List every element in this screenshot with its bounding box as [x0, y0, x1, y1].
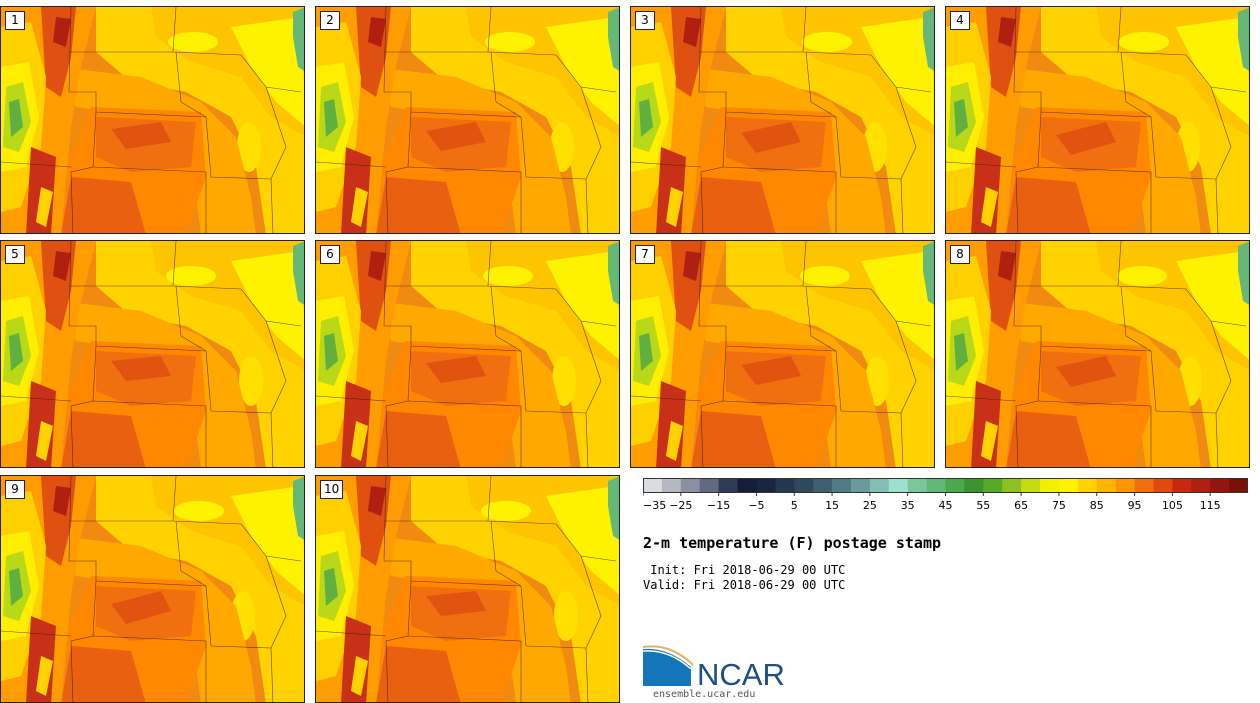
- colorbar-segment: [1077, 478, 1098, 493]
- forecast-panel-4: 4: [945, 6, 1250, 234]
- colorbar-segment: [775, 478, 795, 493]
- colorbar-tick-label: −25: [669, 499, 692, 512]
- colorbar-segment: [850, 478, 871, 493]
- colorbar-tick-label: 5: [791, 499, 798, 512]
- colorbar-tick-label: 45: [939, 499, 953, 512]
- forecast-panel-1: 1: [0, 6, 305, 234]
- colorbar-segment: [718, 478, 739, 493]
- forecast-panel-8: 8: [945, 240, 1250, 468]
- colorbar-segment: [737, 478, 757, 493]
- colorbar-tick-label: 25: [863, 499, 877, 512]
- colorbar-tick-label: 105: [1162, 499, 1183, 512]
- panel-number-label: 8: [950, 245, 970, 264]
- colorbar-segment: [813, 478, 833, 493]
- colorbar-segment: [1040, 478, 1060, 493]
- colorbar-tick-label: 115: [1200, 499, 1221, 512]
- colorbar-segment: [983, 478, 1003, 493]
- colorbar-segment: [756, 478, 776, 493]
- colorbar-tick-label: 15: [825, 499, 839, 512]
- colorbar-tick-label: −35: [643, 499, 666, 512]
- forecast-panel-2: 2: [315, 6, 620, 234]
- colorbar-tick-label: −15: [707, 499, 730, 512]
- colorbar-border: [643, 478, 1248, 493]
- colorbar-segment: [1229, 478, 1248, 493]
- colorbar-segment: [869, 478, 890, 493]
- colorbar-segment: [1210, 478, 1230, 493]
- panel-number-label: 9: [5, 480, 25, 499]
- colorbar-segment: [926, 478, 946, 493]
- panel-number-label: 6: [320, 245, 340, 264]
- temperature-colorbar: −35 −25 −15 −5 5 15 25 35 45 55 65 75 85 95 105 115: [643, 478, 1248, 512]
- colorbar-segment: [1115, 478, 1136, 493]
- colorbar-segment: [680, 478, 701, 493]
- colorbar-segment: [1002, 478, 1022, 493]
- colorbar-segment: [1021, 478, 1041, 493]
- valid-time: Valid: Fri 2018-06-29 00 UTC: [643, 578, 846, 592]
- colorbar-segment: [945, 478, 965, 493]
- colorbar-segment: [1172, 478, 1192, 493]
- forecast-panel-7: 7: [630, 240, 935, 468]
- colorbar-tick-label: 75: [1052, 499, 1066, 512]
- ncar-logo: NCAR: [643, 645, 785, 689]
- colorbar-segment: [661, 478, 682, 493]
- colorbar-segment: [888, 478, 909, 493]
- panel-number-label: 5: [5, 245, 25, 264]
- colorbar-segment: [1134, 478, 1154, 493]
- forecast-panel-5: 5: [0, 240, 305, 468]
- colorbar-tick-label: 85: [1090, 499, 1104, 512]
- colorbar-tick-label: 65: [1014, 499, 1028, 512]
- forecast-panel-6: 6: [315, 240, 620, 468]
- plot-title: 2-m temperature (F) postage stamp: [643, 534, 942, 552]
- panel-number-label: 10: [320, 480, 344, 499]
- colorbar-tick-label: 95: [1128, 499, 1142, 512]
- panel-number-label: 2: [320, 11, 340, 30]
- colorbar-segment: [1153, 478, 1173, 493]
- panel-number-label: 4: [950, 11, 970, 30]
- colorbar-segment: [964, 478, 984, 493]
- panel-number-label: 3: [635, 11, 655, 30]
- colorbar-tick-label: −5: [748, 499, 764, 512]
- forecast-panel-9: 9: [0, 475, 305, 703]
- init-time: Init: Fri 2018-06-29 00 UTC: [643, 563, 846, 577]
- colorbar-segment: [1058, 478, 1079, 493]
- colorbar-segment: [699, 478, 720, 493]
- colorbar-segment: [1191, 478, 1211, 493]
- svg-text:NCAR: NCAR: [697, 657, 785, 689]
- colorbar-segment: [794, 478, 814, 493]
- colorbar-tick-label: 35: [901, 499, 915, 512]
- colorbar-segment: [907, 478, 928, 493]
- colorbar-tick-label: 55: [976, 499, 990, 512]
- ensemble-url: ensemble.ucar.edu: [653, 689, 756, 700]
- forecast-panel-3: 3: [630, 6, 935, 234]
- panel-number-label: 7: [635, 245, 655, 264]
- colorbar-segment: [643, 478, 663, 493]
- forecast-panel-10: 10: [315, 475, 620, 703]
- panel-number-label: 1: [5, 11, 25, 30]
- colorbar-segment: [832, 478, 852, 493]
- colorbar-segment: [1096, 478, 1117, 493]
